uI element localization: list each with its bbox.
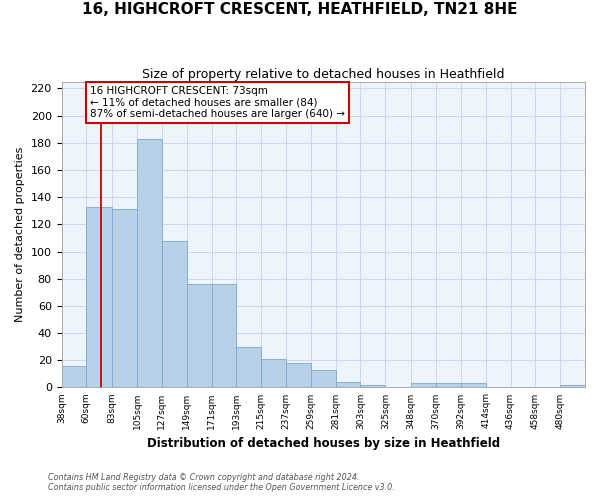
Bar <box>286 363 311 388</box>
Text: 16 HIGHCROFT CRESCENT: 73sqm
← 11% of detached houses are smaller (84)
87% of se: 16 HIGHCROFT CRESCENT: 73sqm ← 11% of de… <box>90 86 345 119</box>
Bar <box>361 384 385 388</box>
Bar <box>261 359 286 388</box>
Bar <box>236 346 261 388</box>
X-axis label: Distribution of detached houses by size in Heathfield: Distribution of detached houses by size … <box>147 437 500 450</box>
Bar <box>411 384 436 388</box>
Bar <box>560 384 585 388</box>
Title: Size of property relative to detached houses in Heathfield: Size of property relative to detached ho… <box>142 68 505 80</box>
Bar <box>461 384 486 388</box>
Bar <box>212 284 236 388</box>
Text: Contains HM Land Registry data © Crown copyright and database right 2024.
Contai: Contains HM Land Registry data © Crown c… <box>48 473 395 492</box>
Bar <box>137 138 162 388</box>
Bar <box>311 370 335 388</box>
Bar <box>187 284 212 388</box>
Bar <box>112 210 137 388</box>
Bar <box>86 206 112 388</box>
Bar <box>335 382 361 388</box>
Bar <box>162 240 187 388</box>
Bar <box>436 384 461 388</box>
Y-axis label: Number of detached properties: Number of detached properties <box>15 147 25 322</box>
Text: 16, HIGHCROFT CRESCENT, HEATHFIELD, TN21 8HE: 16, HIGHCROFT CRESCENT, HEATHFIELD, TN21… <box>82 2 518 18</box>
Bar <box>62 366 86 388</box>
